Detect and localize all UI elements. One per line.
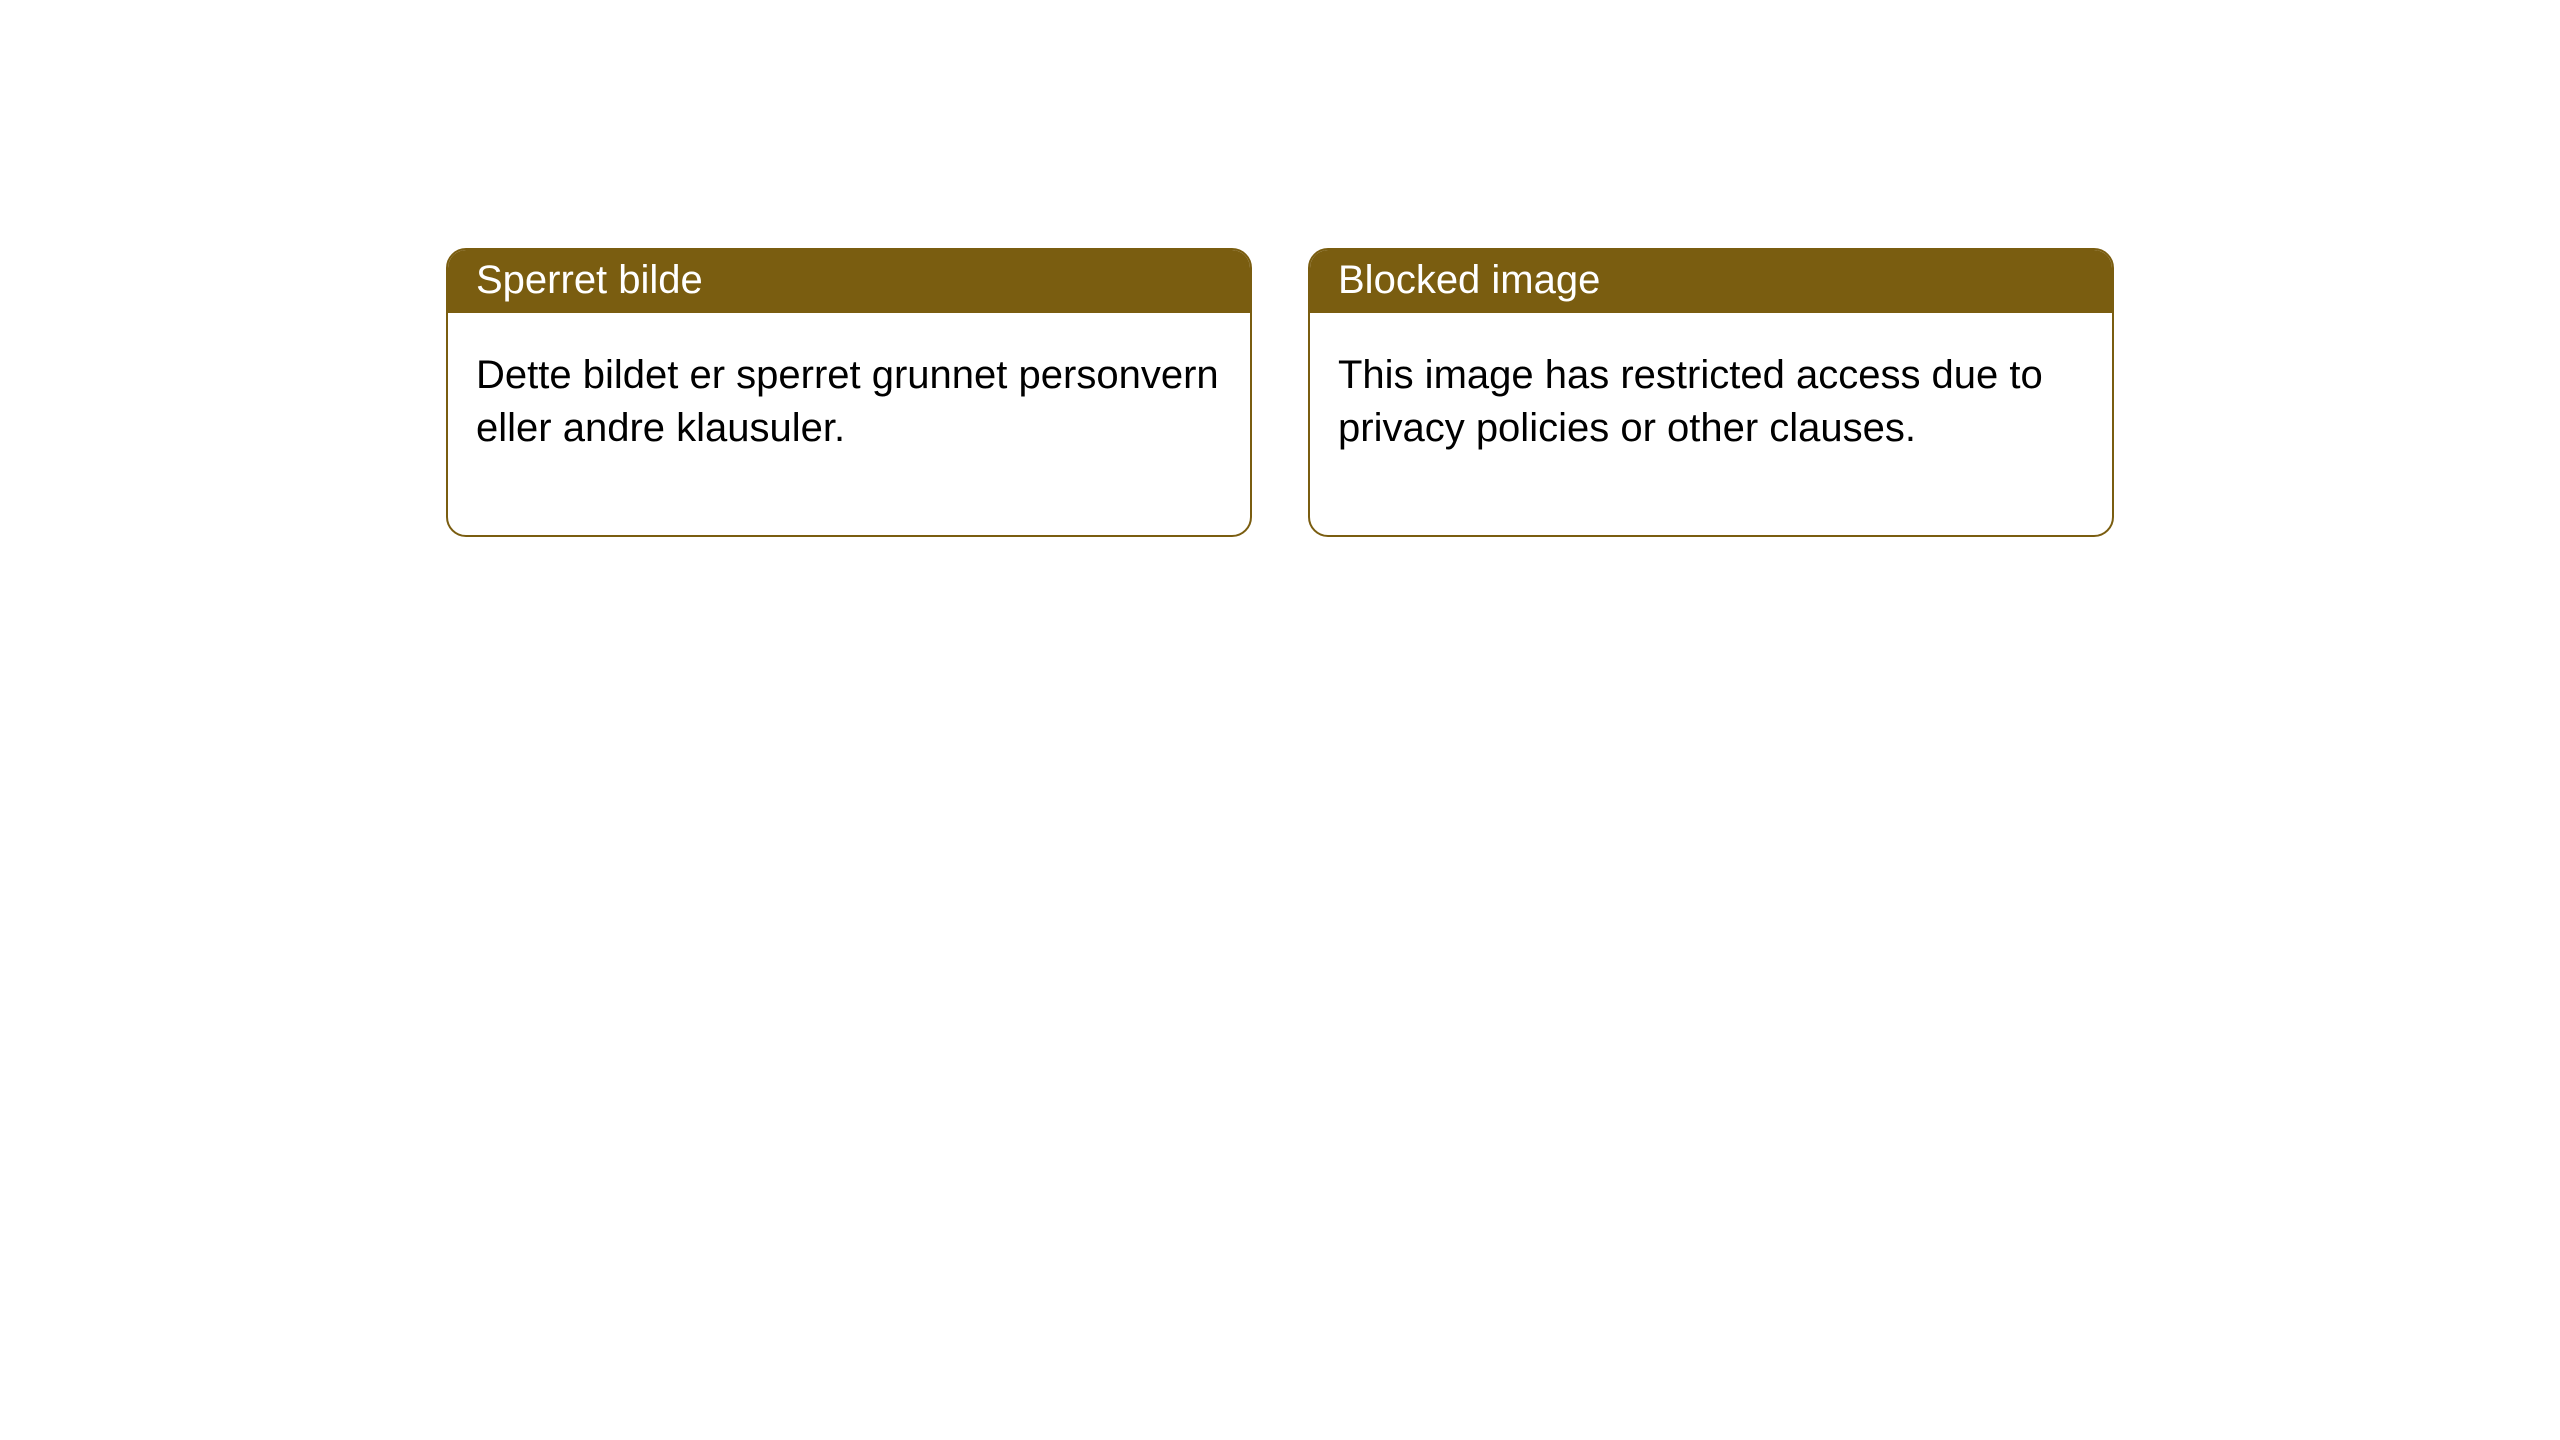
notice-cards-container: Sperret bilde Dette bildet er sperret gr… bbox=[446, 248, 2114, 537]
notice-card-english: Blocked image This image has restricted … bbox=[1308, 248, 2114, 537]
card-header: Blocked image bbox=[1310, 250, 2112, 313]
card-header: Sperret bilde bbox=[448, 250, 1250, 313]
card-body: This image has restricted access due to … bbox=[1310, 313, 2112, 535]
card-body: Dette bildet er sperret grunnet personve… bbox=[448, 313, 1250, 535]
notice-card-norwegian: Sperret bilde Dette bildet er sperret gr… bbox=[446, 248, 1252, 537]
